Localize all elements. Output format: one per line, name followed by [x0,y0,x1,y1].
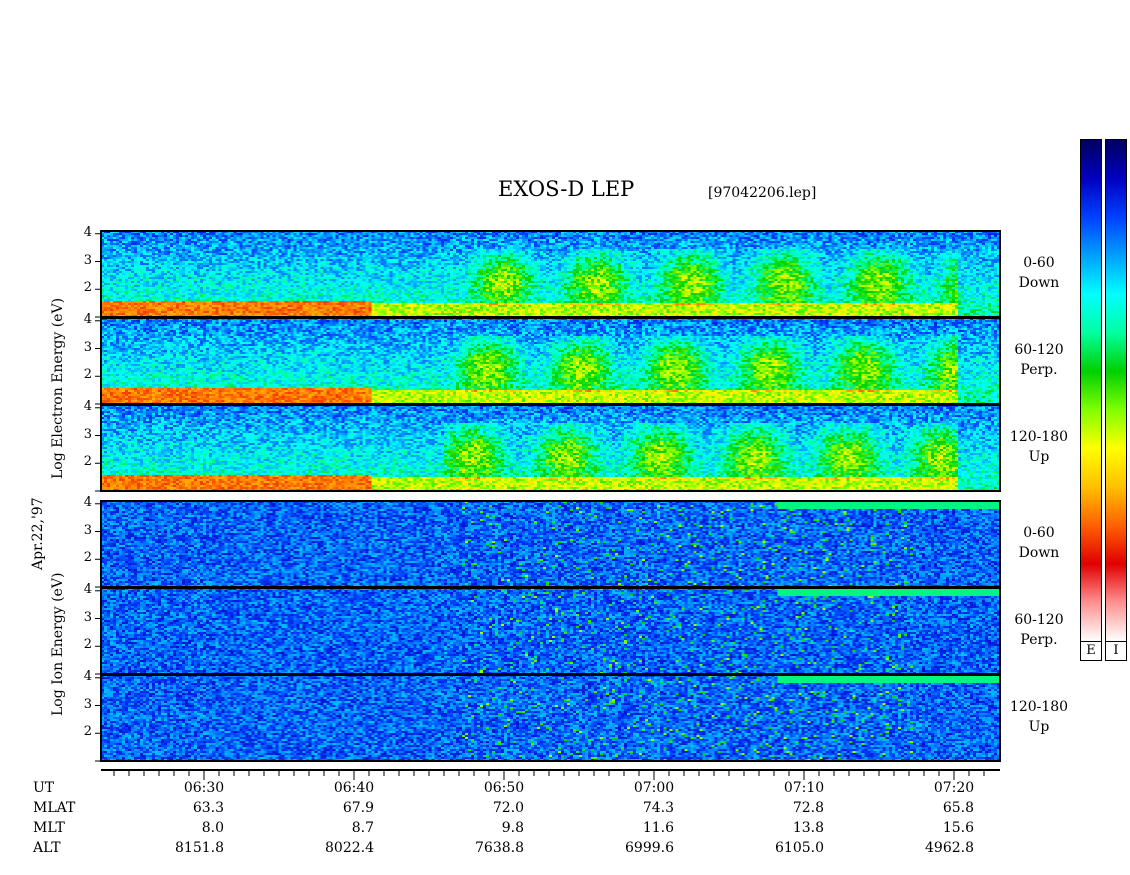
panel-frame-6 [100,674,1001,762]
panel-label: 120-180 Up [1004,697,1074,737]
alt-value: 6999.6 [625,840,674,856]
spectrogram-panel-6 [101,675,1000,761]
alt-value: 7638.8 [475,840,524,856]
date-label: Apr.22,'97 [30,497,46,570]
pitch-range: 0-60 [1023,255,1055,271]
ut-tick-label: 07:00 [633,780,675,796]
alt-value: 4962.8 [925,840,974,856]
ion-axis-label: Log Ion Energy (eV) [50,572,66,716]
ytick-label: 3 [83,696,92,712]
mlt-value: 13.8 [792,820,824,836]
pitch-range: 60-120 [1014,342,1064,358]
electron-axis-label: Log Electron Energy (eV) [50,297,66,479]
mlat-value: 63.3 [192,800,224,816]
mlat-value: 72.8 [792,800,824,816]
panel-label: 0-60 Down [1004,523,1074,563]
ytick-label: 4 [83,581,92,597]
direction: Perp. [1020,632,1058,648]
mlt-value: 8.7 [351,820,374,836]
spectrogram-panel-5 [101,588,1000,674]
ytick-label: 2 [83,280,92,296]
ion-colorbar-label: I [1105,641,1127,661]
panel-label: 0-60 Down [1004,253,1074,293]
spectrogram-panel-1 [101,231,1000,317]
mlat-value: 72.0 [492,800,524,816]
pitch-range: 60-120 [1014,612,1064,628]
mlat-value: 74.3 [642,800,674,816]
mlt-value: 8.0 [201,820,224,836]
xaxis-row-label: UT [33,780,55,796]
ytick-label: 3 [83,609,92,625]
alt-value: 6105.0 [775,840,824,856]
ytick-label: 3 [83,426,92,442]
pitch-range: 0-60 [1023,525,1055,541]
ion-colorbar [1105,139,1127,642]
ytick-label: 4 [83,494,92,510]
ytick-label: 3 [83,522,92,538]
ytick-label: 2 [83,637,92,653]
direction: Down [1018,275,1060,291]
mlat-value: 67.9 [342,800,374,816]
ut-tick-label: 06:40 [333,780,375,796]
spectrogram-panel-4 [101,501,1000,587]
panel-frame-3 [100,404,1001,492]
ut-tick-label: 07:10 [783,780,825,796]
electron-colorbar-label: E [1080,641,1102,661]
panel-label: 60-120 Perp. [1004,610,1074,650]
direction: Up [1028,719,1050,735]
ytick-label: 4 [83,224,92,240]
mlt-value: 15.6 [942,820,974,836]
panel-label: 60-120 Perp. [1004,340,1074,380]
ytick-label: 2 [83,367,92,383]
xaxis-row-label: MLAT [33,800,76,816]
file-id: [97042206.lep] [708,185,817,201]
spectrogram-panel-2 [101,318,1000,404]
ut-tick-label: 06:50 [483,780,525,796]
ut-tick-label: 07:20 [933,780,975,796]
direction: Up [1028,449,1050,465]
alt-value: 8022.4 [325,840,374,856]
ut-tick-label: 06:30 [183,780,225,796]
ytick-label: 4 [83,311,92,327]
ytick-label: 4 [83,668,92,684]
mlt-value: 9.8 [501,820,524,836]
chart-title: EXOS-D LEP [498,177,635,201]
direction: Perp. [1020,362,1058,378]
alt-value: 8151.8 [175,840,224,856]
ytick-label: 4 [83,398,92,414]
ytick-label: 2 [83,724,92,740]
electron-colorbar [1080,139,1102,642]
pitch-range: 120-180 [1009,699,1069,715]
ytick-label: 3 [83,252,92,268]
spectrogram-panel-3 [101,405,1000,491]
mlat-value: 65.8 [942,800,974,816]
ytick-label: 2 [83,454,92,470]
xaxis-row-label: MLT [33,820,65,836]
xaxis-row-label: ALT [33,840,61,856]
panel-label: 120-180 Up [1004,427,1074,467]
ytick-label: 3 [83,339,92,355]
mlt-value: 11.6 [642,820,674,836]
ytick-label: 2 [83,550,92,566]
pitch-range: 120-180 [1009,429,1069,445]
direction: Down [1018,545,1060,561]
